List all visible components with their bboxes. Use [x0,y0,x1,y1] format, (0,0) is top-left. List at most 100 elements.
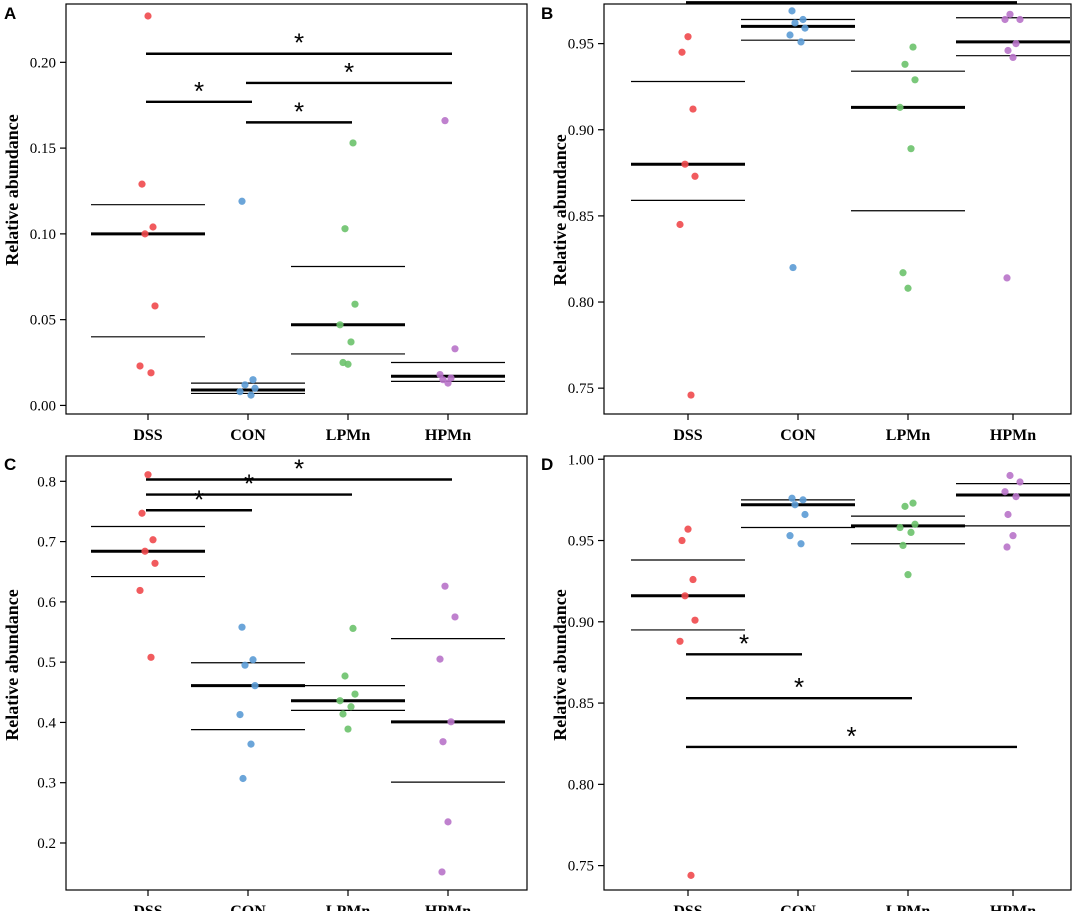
significance-star: * [344,57,354,87]
plot-frame [65,455,528,891]
y-tick-label: 0.8 [37,474,56,490]
data-point-dss [136,586,144,595]
data-point-hpmn [1016,15,1024,24]
data-point-lpmn [907,528,915,536]
data-point-hpmn [451,345,459,353]
data-point-dss [144,12,152,20]
data-point-hpmn [1009,532,1017,540]
significance-star: * [294,454,304,484]
y-tick-label: 0.85 [568,209,594,225]
data-point-dss [689,105,697,113]
data-point-dss [676,637,684,645]
data-point-dss [691,172,699,180]
data-point-dss [684,33,692,41]
x-tick-label-con: CON [230,427,266,444]
data-point-dss [151,302,159,310]
data-point-lpmn [344,360,352,368]
x-tick-label-lpmn: LPMn [886,427,931,444]
data-point-dss [149,223,157,231]
data-point-hpmn [444,818,452,826]
data-point-con [801,24,809,32]
data-point-dss [681,160,689,168]
x-tick-label-con: CON [780,427,816,444]
data-point-lpmn [896,103,904,111]
data-point-dss [147,369,155,377]
data-point-lpmn [901,60,909,68]
data-point-lpmn [344,725,352,733]
panel-c: C Relative abundance [2,455,22,741]
data-point-dss [681,592,689,600]
data-point-dss [147,653,155,661]
plot-frame [603,3,1072,415]
significance-star: * [846,721,856,751]
data-point-hpmn [1003,274,1011,282]
data-point-con [238,197,246,205]
data-point-con [791,501,799,509]
y-tick-label: 0.2 [37,836,56,852]
panel-letter: A [4,4,16,23]
data-point-con [249,656,257,664]
data-point-lpmn [904,284,912,292]
data-point-lpmn [896,523,904,532]
significance-star: * [244,469,254,499]
y-tick-label: 0.90 [568,615,594,631]
y-axis-label: Relative abundance [2,114,22,266]
plot-frame [603,455,1072,891]
data-point-hpmn [1001,15,1009,24]
data-point-dss [687,871,695,879]
data-point-con [241,381,249,389]
x-tick-label-dss: DSS [673,427,702,444]
data-point-hpmn [1006,471,1014,480]
data-point-con [799,496,807,504]
data-point-hpmn [1009,53,1017,62]
y-tick-label: 0.3 [37,776,56,792]
significance-star: * [294,28,304,58]
data-point-hpmn [439,738,447,746]
plot-area-b: 0.75 0.80 0.85 0.90 0.95 DSS CON LPMn HPMn * [568,0,1072,444]
significance-star: * [294,96,304,126]
y-tick-label: 0.90 [568,123,594,139]
y-axis-label: Relative abundance [550,589,570,741]
data-point-con [236,710,244,719]
panel-d: D Relative abundance [541,455,570,741]
data-point-dss [678,536,686,545]
y-tick-label: 0.15 [30,141,56,157]
x-tick-label-hpmn: HPMn [425,427,471,444]
significance-star: * [739,628,749,658]
x-tick-label-con: CON [230,903,266,911]
y-tick-label: 0.00 [30,398,56,414]
data-point-con [797,540,805,548]
data-point-lpmn [901,502,909,510]
panel-letter: B [541,4,553,23]
x-tick-label-hpmn: HPMn [990,427,1036,444]
significance-star: * [846,0,856,6]
data-point-con [247,740,255,748]
y-tick-label: 0.95 [568,534,594,550]
x-tick-label-hpmn: HPMn [425,903,471,911]
data-point-lpmn [899,541,907,550]
data-point-hpmn [1003,543,1011,551]
data-point-hpmn [451,613,459,621]
significance-star: * [194,484,204,514]
data-point-dss [138,180,146,188]
data-point-con [236,388,244,396]
plot-frame [65,3,528,415]
y-tick-label: 0.05 [30,313,56,329]
data-point-hpmn [1004,46,1012,55]
y-axis-label: Relative abundance [550,134,570,286]
significance-star: * [194,76,204,106]
data-point-hpmn [436,655,444,663]
y-tick-label: 0.95 [568,37,594,53]
data-point-lpmn [351,300,359,308]
y-tick-label: 0.80 [568,295,594,311]
data-point-dss [144,471,152,479]
data-point-hpmn [1004,510,1012,519]
y-tick-label: 0.85 [568,696,594,712]
data-point-dss [676,220,684,229]
y-tick-label: 1.00 [568,452,594,468]
x-tick-label-dss: DSS [673,903,702,911]
data-point-hpmn [1012,40,1020,48]
y-axis-label: Relative abundance [2,589,22,741]
data-point-lpmn [349,139,357,147]
